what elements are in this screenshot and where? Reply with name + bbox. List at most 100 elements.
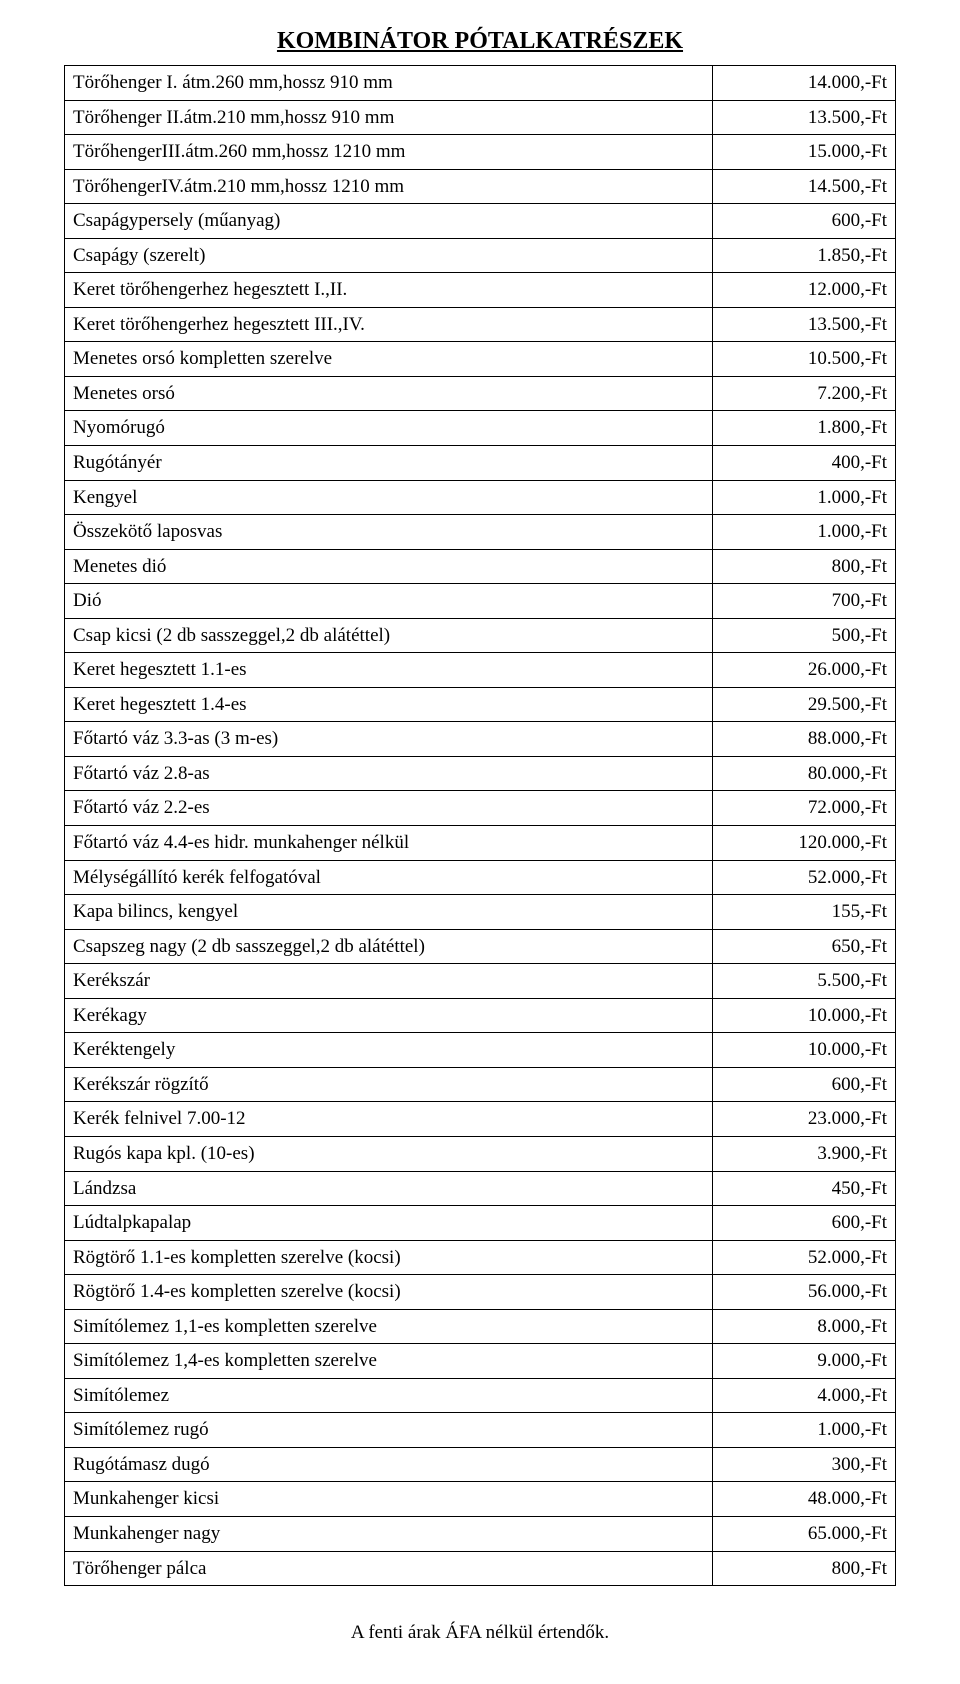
table-row: Simítólemez 1,4-es kompletten szerelve9.… [65, 1344, 896, 1379]
table-row: Lúdtalpkapalap600,-Ft [65, 1206, 896, 1241]
table-row: Rugótányér400,-Ft [65, 446, 896, 481]
table-row: Összekötő laposvas1.000,-Ft [65, 515, 896, 550]
table-row: Csapágy (szerelt)1.850,-Ft [65, 238, 896, 273]
part-description: Dió [65, 584, 713, 619]
table-row: Csapágypersely (műanyag)600,-Ft [65, 204, 896, 239]
table-row: Dió700,-Ft [65, 584, 896, 619]
part-price: 9.000,-Ft [713, 1344, 896, 1379]
table-row: Simítólemez rugó1.000,-Ft [65, 1413, 896, 1448]
table-row: Kerékszár5.500,-Ft [65, 964, 896, 999]
part-price: 120.000,-Ft [713, 826, 896, 861]
table-row: Keret törőhengerhez hegesztett III.,IV.1… [65, 307, 896, 342]
part-description: Főtartó váz 2.2-es [65, 791, 713, 826]
table-row: Menetes orsó kompletten szerelve10.500,-… [65, 342, 896, 377]
part-price: 72.000,-Ft [713, 791, 896, 826]
part-price: 155,-Ft [713, 895, 896, 930]
table-row: Menetes dió800,-Ft [65, 549, 896, 584]
part-description: Rögtörő 1.4-es kompletten szerelve (kocs… [65, 1275, 713, 1310]
page-container: KOMBINÁTOR PÓTALKATRÉSZEK Törőhenger I. … [0, 0, 960, 1684]
part-price: 7.200,-Ft [713, 376, 896, 411]
part-price: 14.500,-Ft [713, 169, 896, 204]
table-row: Munkahenger nagy65.000,-Ft [65, 1516, 896, 1551]
part-description: Csapágypersely (műanyag) [65, 204, 713, 239]
part-price: 600,-Ft [713, 1067, 896, 1102]
part-description: Menetes dió [65, 549, 713, 584]
part-price: 10.000,-Ft [713, 998, 896, 1033]
part-description: Menetes orsó kompletten szerelve [65, 342, 713, 377]
part-price: 1.000,-Ft [713, 480, 896, 515]
part-price: 12.000,-Ft [713, 273, 896, 308]
part-description: Munkahenger nagy [65, 1516, 713, 1551]
part-description: Kerékagy [65, 998, 713, 1033]
part-description: TörőhengerIII.átm.260 mm,hossz 1210 mm [65, 135, 713, 170]
part-description: Keret hegesztett 1.4-es [65, 687, 713, 722]
part-description: Simítólemez 1,1-es kompletten szerelve [65, 1309, 713, 1344]
footer-note: A fenti árak ÁFA nélkül értendők. [64, 1622, 896, 1644]
part-description: Főtartó váz 3.3-as (3 m-es) [65, 722, 713, 757]
part-description: Csap kicsi (2 db sasszeggel,2 db alátétt… [65, 618, 713, 653]
part-description: Keréktengely [65, 1033, 713, 1068]
part-price: 5.500,-Ft [713, 964, 896, 999]
part-price: 10.500,-Ft [713, 342, 896, 377]
part-price: 400,-Ft [713, 446, 896, 481]
table-row: Keréktengely10.000,-Ft [65, 1033, 896, 1068]
part-description: Rugótámasz dugó [65, 1447, 713, 1482]
page-title: KOMBINÁTOR PÓTALKATRÉSZEK [64, 28, 896, 55]
part-description: Kengyel [65, 480, 713, 515]
part-description: Keret hegesztett 1.1-es [65, 653, 713, 688]
part-description: Rugós kapa kpl. (10-es) [65, 1136, 713, 1171]
part-price: 1.800,-Ft [713, 411, 896, 446]
part-description: Kerékszár [65, 964, 713, 999]
table-row: Menetes orsó7.200,-Ft [65, 376, 896, 411]
part-description: Törőhenger I. átm.260 mm,hossz 910 mm [65, 66, 713, 101]
table-row: Főtartó váz 2.2-es72.000,-Ft [65, 791, 896, 826]
part-price: 450,-Ft [713, 1171, 896, 1206]
table-row: Törőhenger I. átm.260 mm,hossz 910 mm14.… [65, 66, 896, 101]
part-price: 1.850,-Ft [713, 238, 896, 273]
part-description: Keret törőhengerhez hegesztett III.,IV. [65, 307, 713, 342]
part-price: 23.000,-Ft [713, 1102, 896, 1137]
part-price: 15.000,-Ft [713, 135, 896, 170]
table-row: Főtartó váz 3.3-as (3 m-es)88.000,-Ft [65, 722, 896, 757]
table-row: Keret hegesztett 1.4-es29.500,-Ft [65, 687, 896, 722]
table-row: Keret hegesztett 1.1-es26.000,-Ft [65, 653, 896, 688]
part-price: 1.000,-Ft [713, 1413, 896, 1448]
table-row: Főtartó váz 2.8-as80.000,-Ft [65, 756, 896, 791]
table-row: Kerék felnivel 7.00-1223.000,-Ft [65, 1102, 896, 1137]
part-price: 800,-Ft [713, 1551, 896, 1586]
table-row: Keret törőhengerhez hegesztett I.,II.12.… [65, 273, 896, 308]
part-price: 14.000,-Ft [713, 66, 896, 101]
table-row: Csap kicsi (2 db sasszeggel,2 db alátétt… [65, 618, 896, 653]
part-price: 300,-Ft [713, 1447, 896, 1482]
table-row: TörőhengerIII.átm.260 mm,hossz 1210 mm15… [65, 135, 896, 170]
part-description: Nyomórugó [65, 411, 713, 446]
part-description: Törőhenger II.átm.210 mm,hossz 910 mm [65, 100, 713, 135]
part-price: 10.000,-Ft [713, 1033, 896, 1068]
part-price: 3.900,-Ft [713, 1136, 896, 1171]
table-row: Kerékszár rögzítő600,-Ft [65, 1067, 896, 1102]
part-description: Kerék felnivel 7.00-12 [65, 1102, 713, 1137]
table-row: Kapa bilincs, kengyel155,-Ft [65, 895, 896, 930]
part-description: Törőhenger pálca [65, 1551, 713, 1586]
table-row: Kengyel1.000,-Ft [65, 480, 896, 515]
parts-table: Törőhenger I. átm.260 mm,hossz 910 mm14.… [64, 65, 896, 1586]
table-row: Főtartó váz 4.4-es hidr. munkahenger nél… [65, 826, 896, 861]
part-description: Kerékszár rögzítő [65, 1067, 713, 1102]
part-price: 29.500,-Ft [713, 687, 896, 722]
part-price: 800,-Ft [713, 549, 896, 584]
part-price: 4.000,-Ft [713, 1378, 896, 1413]
table-row: Rugós kapa kpl. (10-es)3.900,-Ft [65, 1136, 896, 1171]
part-price: 650,-Ft [713, 929, 896, 964]
table-row: Kerékagy10.000,-Ft [65, 998, 896, 1033]
part-price: 48.000,-Ft [713, 1482, 896, 1517]
part-description: Lándzsa [65, 1171, 713, 1206]
table-row: Törőhenger II.átm.210 mm,hossz 910 mm13.… [65, 100, 896, 135]
table-row: Simítólemez4.000,-Ft [65, 1378, 896, 1413]
part-description: Összekötő laposvas [65, 515, 713, 550]
part-price: 8.000,-Ft [713, 1309, 896, 1344]
part-price: 600,-Ft [713, 204, 896, 239]
part-price: 700,-Ft [713, 584, 896, 619]
part-price: 500,-Ft [713, 618, 896, 653]
part-price: 65.000,-Ft [713, 1516, 896, 1551]
part-price: 13.500,-Ft [713, 307, 896, 342]
